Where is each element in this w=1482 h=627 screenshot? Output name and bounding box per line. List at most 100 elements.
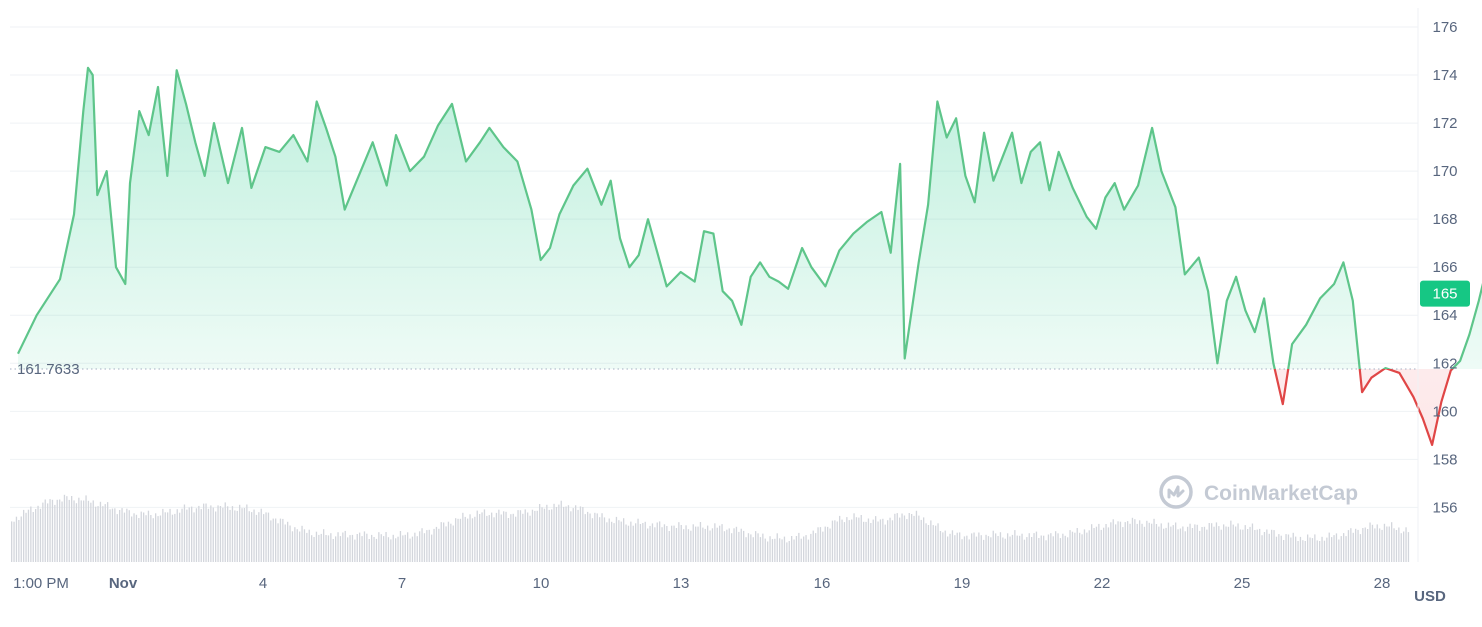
volume-bar: [359, 532, 361, 562]
volume-bar: [687, 529, 690, 562]
volume-bar: [469, 514, 471, 562]
volume-bar: [433, 528, 435, 562]
volume-bar: [923, 517, 925, 562]
volume-bar: [1172, 525, 1174, 562]
volume-bar: [1232, 524, 1234, 562]
volume-bar: [258, 512, 260, 562]
volume-bar: [1263, 532, 1266, 562]
y-tick-label: 158: [1432, 451, 1457, 468]
volume-bar: [1007, 533, 1009, 562]
volume-bar: [639, 524, 642, 562]
volume-bar: [683, 529, 685, 562]
volume-bar: [97, 506, 99, 562]
volume-bar: [512, 513, 514, 562]
volume-bar: [18, 520, 20, 562]
volume-bar: [440, 522, 442, 562]
volume-bar: [169, 508, 171, 562]
volume-bar: [277, 523, 279, 562]
volume-bar: [481, 512, 483, 562]
volume-bar: [104, 504, 106, 562]
volume-bar: [560, 500, 562, 562]
volume-bar: [303, 529, 306, 562]
volume-bar: [1297, 541, 1299, 562]
volume-bar: [716, 527, 718, 562]
volume-bar: [1199, 530, 1201, 562]
volume-bar: [409, 538, 411, 562]
volume-bar: [954, 535, 956, 562]
volume-bar: [551, 509, 553, 562]
volume-bar: [546, 504, 548, 562]
volume-bar: [781, 539, 783, 562]
volume-bar: [128, 510, 130, 562]
volume-bar: [752, 537, 754, 562]
volume-bar: [486, 515, 488, 562]
volume-bar: [318, 534, 320, 562]
volume-bar: [1107, 527, 1110, 562]
volume-bar: [803, 536, 805, 562]
volume-bar: [1249, 526, 1251, 562]
volume-bar: [709, 530, 711, 562]
volume-bar: [498, 509, 500, 562]
volume-bar: [858, 517, 860, 562]
volume-bar: [961, 539, 963, 562]
volume-bar: [587, 511, 589, 562]
volume-bar: [1237, 523, 1239, 562]
volume-bar: [195, 508, 198, 562]
volume-bar: [428, 529, 430, 562]
volume-bar: [339, 536, 342, 562]
volume-bar: [395, 538, 397, 562]
volume-bar: [152, 518, 154, 562]
volume-bar: [555, 507, 558, 562]
volume-bar: [373, 537, 375, 562]
volume-bar: [522, 513, 524, 562]
volume-bar: [1239, 529, 1242, 562]
volume-bar: [1141, 523, 1143, 562]
volume-bar: [35, 509, 37, 562]
volume-bar: [1235, 526, 1237, 562]
volume-bar: [1093, 528, 1095, 562]
volume-bar: [1103, 527, 1105, 562]
volume-bar: [284, 524, 286, 562]
volume-bar: [731, 533, 733, 562]
volume-bar: [474, 516, 476, 562]
volume-bar: [1383, 523, 1386, 562]
volume-bar: [1211, 523, 1213, 562]
volume-bar: [311, 535, 313, 562]
volume-bar: [666, 526, 668, 562]
volume-bar: [757, 533, 759, 562]
volume-bar: [1081, 534, 1083, 562]
volume-bar: [1021, 533, 1023, 562]
currency-unit-label: USD: [1414, 588, 1446, 605]
volume-bar: [404, 534, 406, 562]
volume-bar: [611, 521, 613, 562]
volume-bar: [915, 510, 918, 562]
volume-bar: [265, 512, 267, 562]
volume-bar: [1398, 527, 1400, 562]
volume-bar: [1182, 526, 1184, 562]
volume-bar: [997, 536, 999, 562]
volume-bar: [963, 536, 966, 562]
volume-bar: [877, 521, 879, 562]
volume-bar: [159, 515, 162, 562]
volume-bar: [891, 520, 894, 562]
volume-bar: [123, 512, 126, 562]
volume-bar: [1117, 521, 1119, 562]
volume-bar: [56, 499, 58, 562]
volume-bar: [942, 532, 944, 562]
volume-bar: [1299, 536, 1302, 562]
volume-bar: [452, 525, 454, 562]
volume-bar: [848, 520, 850, 562]
volume-bar: [678, 522, 680, 562]
volume-bar: [726, 529, 728, 562]
volume-bar: [476, 510, 478, 562]
volume-bar: [1215, 522, 1218, 562]
y-tick-label: 160: [1432, 403, 1457, 420]
volume-bar: [282, 518, 284, 562]
volume-bar: [1196, 524, 1198, 562]
volume-bar: [99, 501, 102, 562]
volume-bar: [349, 535, 351, 562]
volume-bar: [843, 522, 846, 562]
volume-bar: [925, 523, 927, 562]
volume-bar: [822, 531, 824, 562]
volume-bar: [435, 526, 438, 562]
